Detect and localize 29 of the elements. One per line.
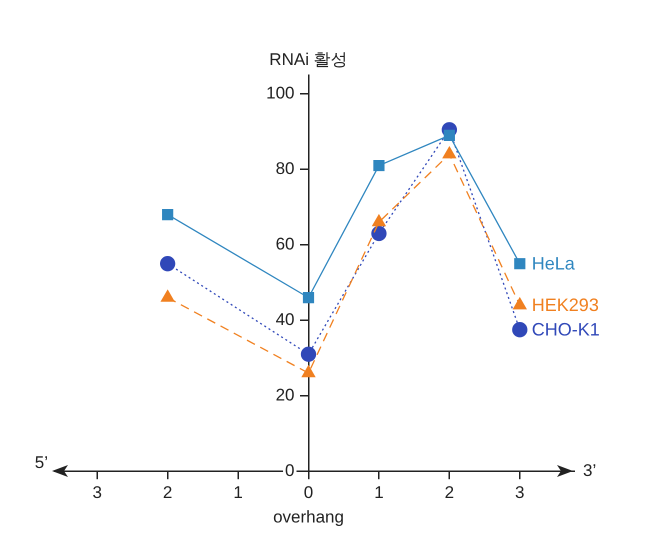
point [444,130,455,141]
x-tick-label: 0 [304,483,314,502]
x-tick-label: 1 [374,483,384,502]
x-tick-label: 3 [515,483,525,502]
x-axis-title: overhang [273,507,344,526]
point [371,226,387,242]
series-label: HEK293 [532,295,599,316]
y-tick-label: 100 [266,84,294,103]
y-tick-label: 80 [276,159,294,178]
point [160,256,176,272]
x-tick-label: 1 [233,483,243,502]
point [162,209,174,220]
series-label: CHO-K1 [532,320,600,340]
text: 5’ [34,452,48,472]
x-tick-label: 3 [92,483,102,502]
y-axis-title: RNAi 활성 [269,50,348,70]
series-label: HeLa [532,254,576,274]
x-tick-label: 2 [162,483,172,502]
x-tick-label: 2 [444,483,454,502]
y-tick-label: 60 [276,234,294,254]
y-tick-label: 40 [276,310,294,329]
point [300,346,316,362]
point [514,258,526,270]
point [302,292,314,304]
y-tick-label: 20 [276,385,294,404]
text: 3’ [583,460,596,480]
y-tick-label: 0 [285,460,294,480]
point [512,322,528,338]
point [373,160,385,172]
